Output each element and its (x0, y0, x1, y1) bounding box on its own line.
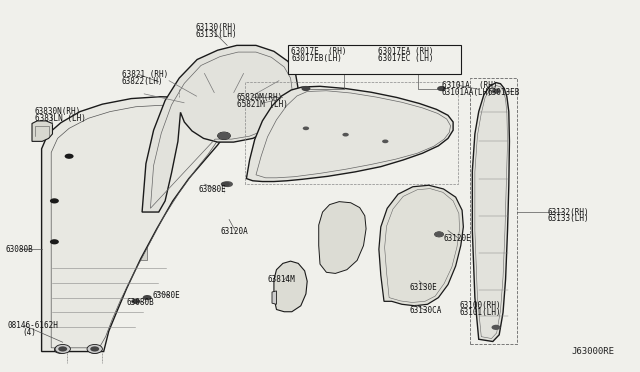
Text: 63017EA (RH): 63017EA (RH) (378, 47, 433, 56)
Polygon shape (274, 261, 307, 312)
Circle shape (88, 346, 101, 353)
Bar (122, 240, 147, 260)
Text: 63080E: 63080E (198, 185, 226, 194)
Polygon shape (379, 185, 463, 306)
Circle shape (58, 346, 67, 352)
Text: 63017E  (RH): 63017E (RH) (291, 47, 347, 56)
Text: 63120E: 63120E (444, 234, 471, 243)
Text: (4): (4) (22, 328, 36, 337)
Text: 63814M: 63814M (268, 275, 295, 284)
Text: 63080B: 63080B (127, 298, 154, 307)
Text: 6383LN (LH): 6383LN (LH) (35, 114, 85, 123)
Polygon shape (32, 121, 52, 141)
Text: 63101AA(LH): 63101AA(LH) (442, 88, 492, 97)
Text: 63131(LH): 63131(LH) (195, 30, 237, 39)
Text: 65821M (LH): 65821M (LH) (237, 100, 287, 109)
Circle shape (303, 87, 309, 90)
Text: 63120A: 63120A (221, 227, 248, 236)
Circle shape (131, 299, 140, 304)
Text: 63130E: 63130E (410, 283, 437, 292)
Text: 08146-6162H: 08146-6162H (8, 321, 58, 330)
Circle shape (221, 182, 230, 187)
Text: 63080E: 63080E (152, 291, 180, 300)
Circle shape (90, 346, 99, 352)
Circle shape (342, 133, 349, 137)
Circle shape (87, 344, 102, 353)
Text: 63133(LH): 63133(LH) (548, 214, 589, 223)
Bar (379, 137, 392, 146)
Circle shape (382, 140, 388, 143)
Bar (58, 166, 83, 186)
Polygon shape (272, 291, 276, 304)
Text: 63100(RH): 63100(RH) (460, 301, 501, 310)
Bar (58, 277, 83, 298)
Text: 63101(LH): 63101(LH) (460, 308, 501, 317)
Text: 63017EC (LH): 63017EC (LH) (378, 54, 433, 62)
Circle shape (54, 346, 67, 353)
Bar (90, 277, 115, 298)
Bar (288, 45, 461, 74)
Circle shape (65, 154, 74, 159)
Polygon shape (246, 86, 453, 182)
Text: 63821 (RH): 63821 (RH) (122, 70, 168, 79)
Polygon shape (319, 202, 366, 273)
Circle shape (303, 126, 309, 130)
Bar (90, 240, 115, 260)
Circle shape (492, 325, 500, 330)
Bar (300, 124, 312, 133)
Circle shape (50, 198, 59, 203)
Text: 63101A  (RH): 63101A (RH) (442, 81, 497, 90)
Text: 63017EB(LH): 63017EB(LH) (291, 54, 342, 62)
Bar (339, 130, 352, 139)
Circle shape (143, 295, 152, 300)
Bar (122, 166, 147, 186)
Circle shape (55, 344, 70, 353)
Polygon shape (142, 45, 298, 212)
Circle shape (218, 132, 230, 140)
Circle shape (301, 86, 310, 91)
Text: 63080B: 63080B (5, 245, 33, 254)
Text: 63822(LH): 63822(LH) (122, 77, 163, 86)
Bar (122, 203, 147, 223)
Text: 63130CA: 63130CA (410, 306, 442, 315)
Circle shape (50, 239, 59, 244)
Circle shape (438, 87, 445, 90)
Circle shape (435, 232, 444, 237)
Bar (58, 203, 83, 223)
Polygon shape (42, 97, 230, 352)
Text: 65820M(RH): 65820M(RH) (237, 93, 283, 102)
Polygon shape (472, 83, 509, 341)
Bar (58, 240, 83, 260)
Text: 63130(RH): 63130(RH) (195, 23, 237, 32)
Circle shape (92, 347, 97, 350)
Bar (90, 166, 115, 186)
Text: J63000RE: J63000RE (572, 347, 614, 356)
Bar (90, 203, 115, 223)
Circle shape (437, 86, 446, 91)
Circle shape (60, 347, 65, 350)
Circle shape (223, 181, 233, 187)
Text: 63132(RH): 63132(RH) (548, 208, 589, 217)
Circle shape (492, 89, 500, 94)
Text: 63830N(RH): 63830N(RH) (35, 107, 81, 116)
Text: 63013EB: 63013EB (488, 88, 520, 97)
